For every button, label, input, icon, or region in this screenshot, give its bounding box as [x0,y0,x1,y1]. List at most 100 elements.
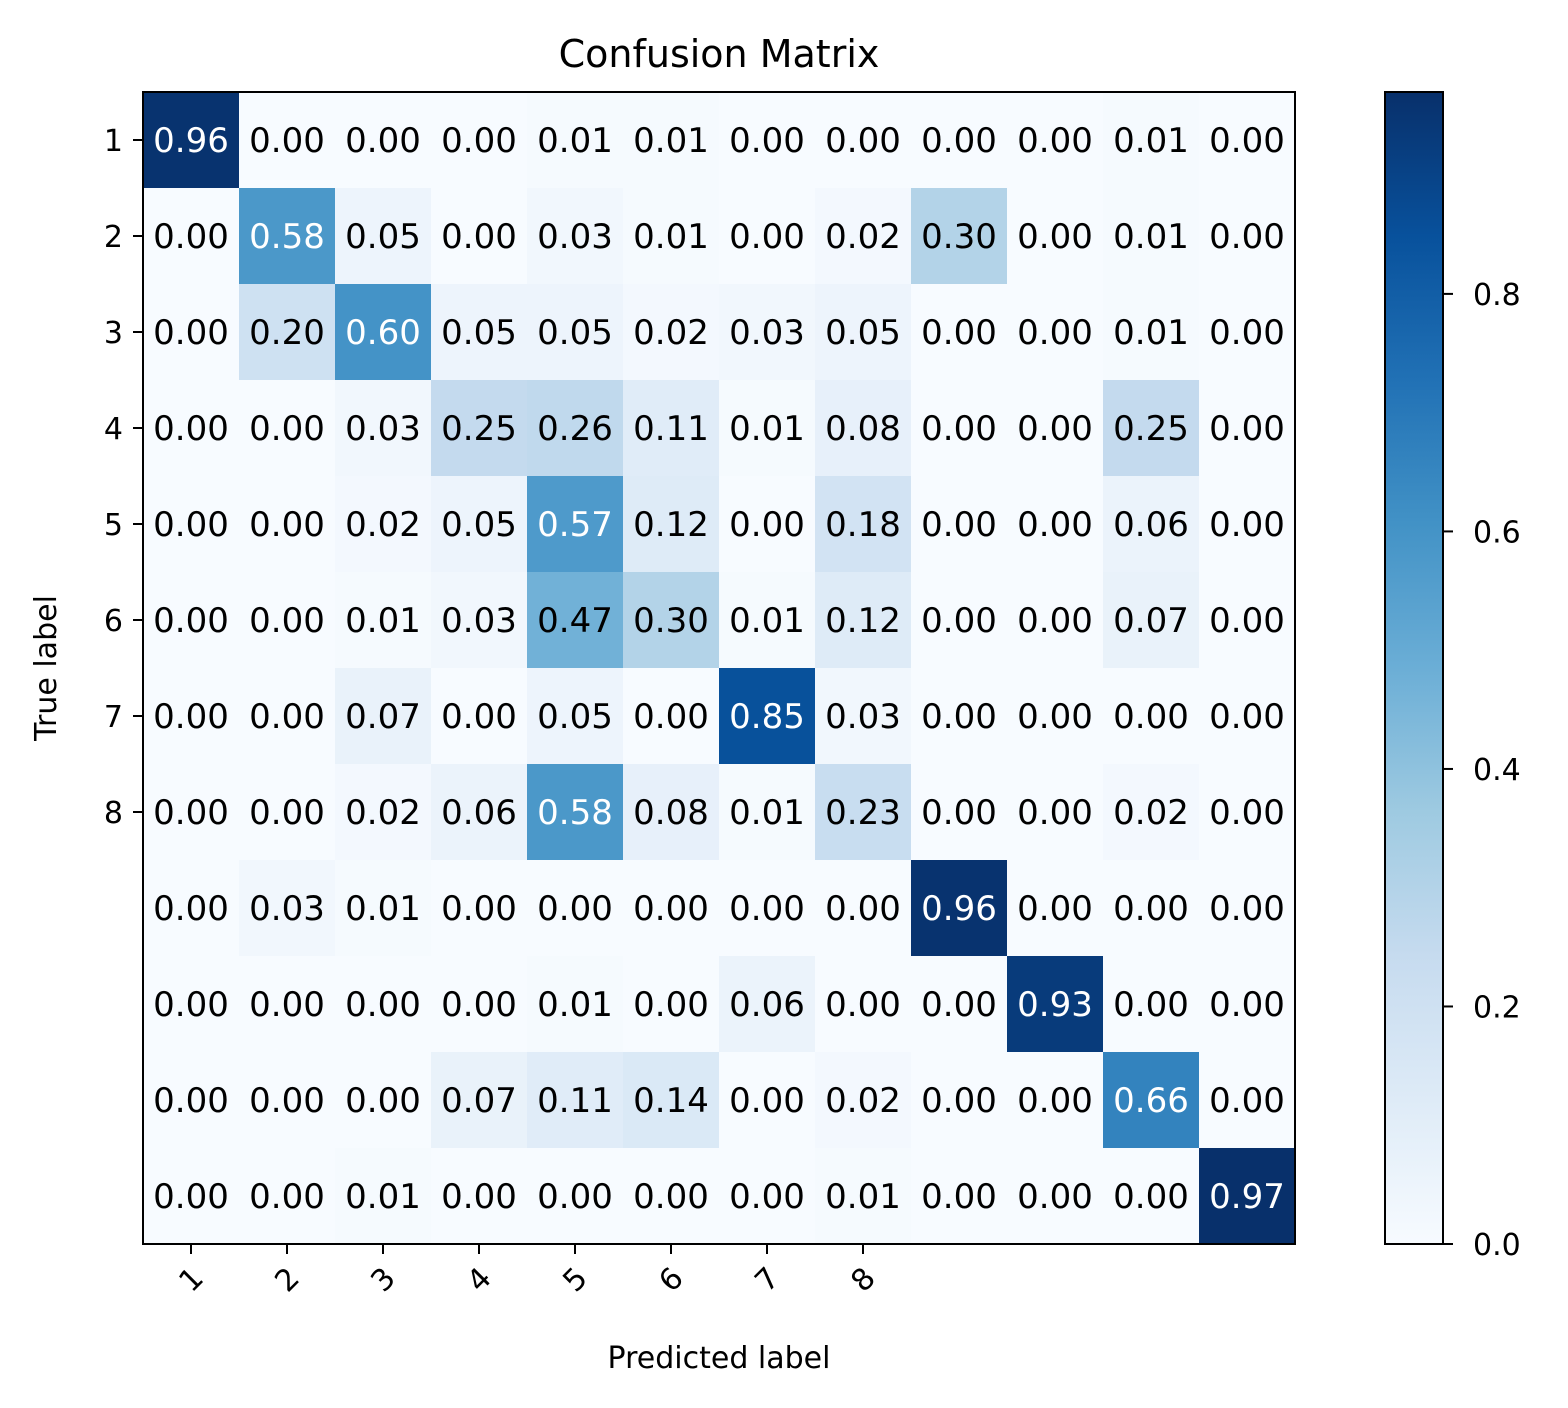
heatmap-cell-value: 0.00 [249,409,325,449]
heatmap-cell [623,572,720,669]
heatmap-cell [143,284,240,381]
heatmap-cell [239,188,336,285]
y-axis-ticks: 1 2 3 4 5 6 7 8 [104,124,143,831]
heatmap-cell-value: 0.00 [153,409,229,449]
heatmap-cell-value: 0.00 [1017,1081,1093,1121]
colorbar-tick-label: 0.2 [1473,990,1521,1025]
colorbar-ticks: 0.0 0.2 0.4 0.6 0.8 [1443,278,1521,1263]
heatmap-cell-value: 0.00 [1209,601,1285,641]
heatmap-cell-value: 0.01 [633,121,709,161]
heatmap-cell-value: 0.00 [441,697,517,737]
heatmap-cell [623,284,720,381]
heatmap-cell-value: 0.02 [825,217,901,257]
heatmap-cell [815,284,912,381]
heatmap-cell-value: 0.00 [1209,985,1285,1025]
heatmap-cell-value: 0.00 [921,313,997,353]
heatmap-cell-value: 0.00 [153,1177,229,1217]
heatmap-cell [1199,92,1296,189]
heatmap-cell [719,380,816,477]
x-tick-label: 5 [556,1261,594,1299]
heatmap-cell [1007,572,1104,669]
heatmap-cell [143,956,240,1053]
heatmap-cell [911,380,1008,477]
heatmap-cell [527,188,624,285]
heatmap-cell-value: 0.25 [441,409,517,449]
heatmap-cell [911,476,1008,573]
heatmap-cell-value: 0.00 [633,697,709,737]
heatmap-cell-value: 0.00 [1209,1081,1285,1121]
heatmap-cell [1103,380,1200,477]
heatmap-cell [1199,284,1296,381]
heatmap-cell-value: 0.00 [1209,121,1285,161]
heatmap-cell-value: 0.05 [825,313,901,353]
y-tick-label: 2 [104,220,123,255]
heatmap-cell-value: 0.08 [633,793,709,833]
heatmap-cell [1199,1052,1296,1149]
heatmap-cell [1199,476,1296,573]
heatmap-cell [1103,284,1200,381]
heatmap-cell [431,764,528,861]
x-tick-label: 1 [172,1261,210,1299]
heatmap-cell [719,764,816,861]
heatmap-cell [719,956,816,1053]
heatmap-cell-value: 0.02 [345,793,421,833]
heatmap-cell [527,284,624,381]
heatmap-cell-value: 0.96 [153,121,229,161]
heatmap-cell-value: 0.05 [441,505,517,545]
heatmap-cell [1103,188,1200,285]
heatmap-cell [1199,764,1296,861]
heatmap-cell [815,1148,912,1245]
heatmap-cell [143,1052,240,1149]
heatmap-cell-value: 0.93 [1017,985,1093,1025]
heatmap-cell [719,1148,816,1245]
heatmap-cell [335,572,432,669]
heatmap-cell-value: 0.01 [633,217,709,257]
heatmap-cell [815,668,912,765]
heatmap-cell-value: 0.05 [537,697,613,737]
heatmap-cell [527,1052,624,1149]
heatmap-cell-value: 0.02 [345,505,421,545]
heatmap-cell [1199,668,1296,765]
heatmap-cell-value: 0.06 [1113,505,1189,545]
x-tick-label: 4 [460,1261,498,1299]
heatmap-cell-value: 0.66 [1113,1081,1189,1121]
heatmap-cell [1103,764,1200,861]
heatmap-cell-value: 0.00 [441,889,517,929]
heatmap-cell [1103,476,1200,573]
heatmap-cell-value: 0.30 [633,601,709,641]
heatmap-cell [527,476,624,573]
heatmap-cell [1103,1148,1200,1245]
heatmap-cell [623,380,720,477]
heatmap-cell-value: 0.20 [249,313,325,353]
heatmap-cell-value: 0.30 [921,217,997,257]
heatmap-cell-value: 0.01 [537,985,613,1025]
heatmap-cell [623,860,720,957]
heatmap-cell-value: 0.00 [1017,601,1093,641]
heatmap-cell-value: 0.00 [633,889,709,929]
heatmap-cell-value: 0.00 [345,1081,421,1121]
heatmap-cell-value: 0.00 [537,889,613,929]
heatmap-cell-value: 0.07 [345,697,421,737]
colorbar-tick-label: 0.4 [1473,753,1521,788]
heatmap-cell [431,956,528,1053]
heatmap-cell-value: 0.47 [537,601,613,641]
heatmap-cell [335,764,432,861]
heatmap-cell-value: 0.00 [633,1177,709,1217]
heatmap-cell [1199,860,1296,957]
heatmap-cell-value: 0.00 [153,793,229,833]
heatmap-cell [239,572,336,669]
heatmap-cell-value: 0.00 [825,121,901,161]
heatmap-cell [1103,92,1200,189]
heatmap-cell-value: 0.03 [441,601,517,641]
x-tick-label: 2 [268,1261,306,1299]
heatmap-cell [1007,188,1104,285]
heatmap-cell [815,572,912,669]
heatmap-cell-value: 0.12 [633,505,709,545]
colorbar [1384,91,1444,1245]
heatmap-cell [335,476,432,573]
heatmap-cell [143,572,240,669]
heatmap-cell [239,764,336,861]
heatmap-cell-value: 0.01 [729,601,805,641]
heatmap-cell-value: 0.01 [345,889,421,929]
heatmap-cell [719,1052,816,1149]
